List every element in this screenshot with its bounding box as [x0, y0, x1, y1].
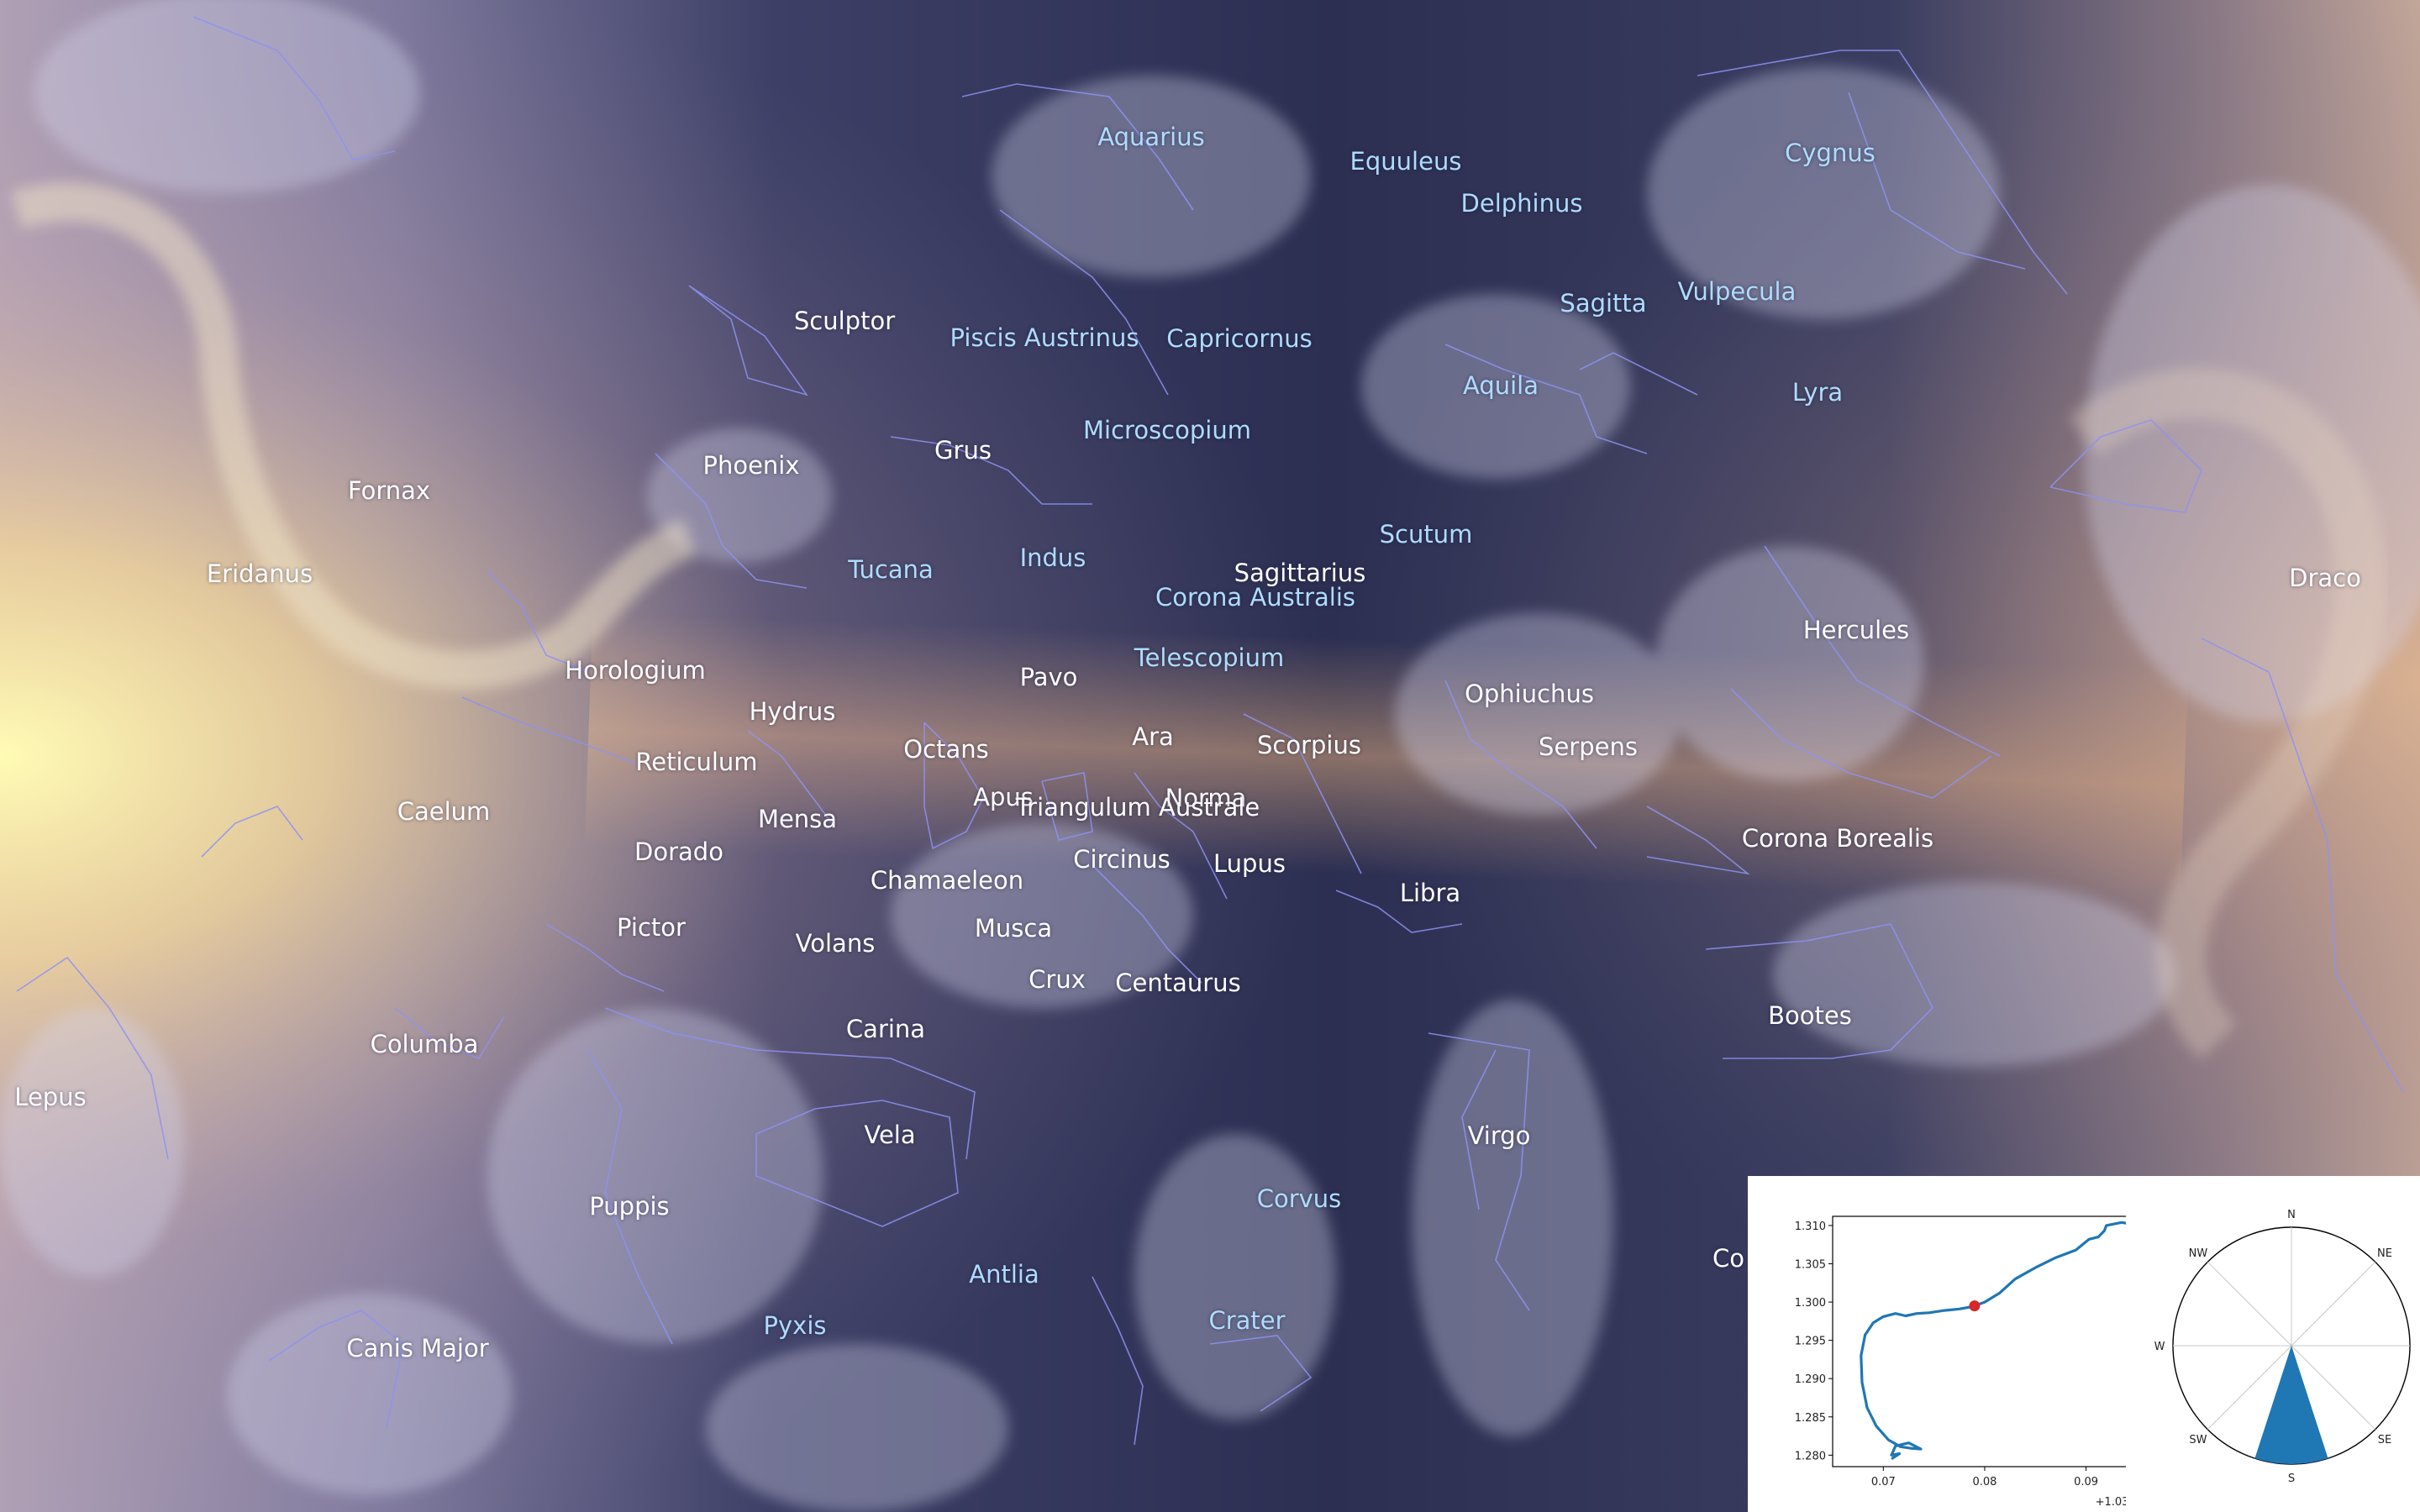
- track-plot-frame: [1832, 1215, 2126, 1467]
- constellation-label-pyxis[interactable]: Pyxis: [763, 1311, 827, 1340]
- constellation-label-sagitta[interactable]: Sagitta: [1560, 289, 1647, 318]
- constellation-label-norma[interactable]: Norma: [1165, 784, 1247, 812]
- constellation-label-cygnus[interactable]: Cygnus: [1785, 139, 1876, 167]
- compass-label-sw: SW: [2189, 1434, 2207, 1446]
- constellation-label-crater[interactable]: Crater: [1208, 1306, 1286, 1335]
- constellation-label-corona-australis[interactable]: Corona Australis: [1155, 583, 1356, 612]
- y-tick-label: 1.285: [1795, 1412, 1826, 1425]
- constellation-label-piscis-austrinus[interactable]: Piscis Austrinus: [950, 323, 1139, 352]
- heading-wedge: [2254, 1346, 2328, 1464]
- constellation-label-phoenix[interactable]: Phoenix: [702, 451, 800, 480]
- compass-label-n: N: [2287, 1209, 2296, 1221]
- constellation-label-centaurus[interactable]: Centaurus: [1115, 969, 1241, 997]
- constellation-label-equuleus[interactable]: Equuleus: [1349, 147, 1462, 176]
- constellation-label-vulpecula[interactable]: Vulpecula: [1677, 277, 1797, 306]
- constellation-label-dorado[interactable]: Dorado: [634, 837, 723, 866]
- constellation-label-libra[interactable]: Libra: [1399, 879, 1461, 907]
- y-tick-label: 1.280: [1795, 1450, 1826, 1462]
- constellation-label-octans[interactable]: Octans: [903, 735, 989, 764]
- constellation-label-serpens[interactable]: Serpens: [1539, 732, 1638, 761]
- constellation-label-musca[interactable]: Musca: [974, 914, 1053, 942]
- constellation-label-carina[interactable]: Carina: [845, 1015, 926, 1043]
- constellation-label-hercules[interactable]: Hercules: [1802, 616, 1910, 644]
- constellation-label-aquila[interactable]: Aquila: [1462, 371, 1539, 400]
- constellation-label-aquarius[interactable]: Aquarius: [1097, 123, 1205, 151]
- constellation-label-antlia[interactable]: Antlia: [969, 1260, 1039, 1289]
- y-tick-label: 1.295: [1795, 1336, 1826, 1348]
- constellation-label-sagittarius[interactable]: Sagittarius: [1234, 559, 1366, 587]
- constellation-label-mensa[interactable]: Mensa: [757, 805, 838, 833]
- compass-label-se: SE: [2378, 1434, 2391, 1446]
- constellation-label-reticulum[interactable]: Reticulum: [635, 748, 758, 776]
- constellation-label-grus[interactable]: Grus: [934, 436, 992, 465]
- constellation-label-co[interactable]: Co: [1712, 1244, 1744, 1273]
- constellation-label-triangulum-australe[interactable]: Triangulum Australe: [1015, 793, 1260, 822]
- constellation-label-corvus[interactable]: Corvus: [1256, 1184, 1342, 1213]
- compass-spoke: [2207, 1345, 2292, 1431]
- track-line: [1860, 1221, 2126, 1460]
- constellation-label-microscopium[interactable]: Microscopium: [1083, 416, 1251, 444]
- constellation-label-sculptor[interactable]: Sculptor: [793, 307, 896, 335]
- constellation-label-bootes[interactable]: Bootes: [1768, 1001, 1852, 1030]
- telemetry-overlay-panel: 1.310 1.305 1.300 1.295 1.290 1.285 1.280 0.07…: [1748, 1176, 2420, 1512]
- heading-compass: NNEESESSWWNW: [2154, 1209, 2420, 1485]
- x-axis-offset-label: +1.038e2: [2096, 1496, 2126, 1509]
- constellation-label-circinus[interactable]: Circinus: [1073, 845, 1171, 874]
- constellation-label-draco[interactable]: Draco: [2289, 564, 2361, 592]
- compass-spoke: [2207, 1261, 2292, 1347]
- constellation-label-scutum[interactable]: Scutum: [1379, 520, 1473, 549]
- constellation-label-ophiuchus[interactable]: Ophiuchus: [1465, 680, 1594, 708]
- constellation-label-canis-major[interactable]: Canis Major: [346, 1334, 489, 1362]
- constellation-label-volans[interactable]: Volans: [795, 929, 876, 958]
- compass-label-w: W: [2154, 1341, 2165, 1353]
- constellation-label-caelum[interactable]: Caelum: [397, 797, 491, 826]
- constellation-label-telescopium[interactable]: Telescopium: [1134, 643, 1285, 672]
- constellation-label-ara[interactable]: Ara: [1132, 722, 1174, 751]
- constellation-label-capricornus[interactable]: Capricornus: [1166, 324, 1313, 353]
- y-tick-label: 1.300: [1795, 1297, 1826, 1310]
- compass-label-s: S: [2288, 1473, 2295, 1485]
- y-tick-label: 1.310: [1795, 1221, 1826, 1233]
- y-tick-label: 1.290: [1795, 1373, 1826, 1386]
- constellation-label-pictor[interactable]: Pictor: [617, 913, 686, 942]
- compass-label-ne: NE: [2377, 1247, 2392, 1260]
- constellation-label-tucana[interactable]: Tucana: [848, 555, 934, 584]
- constellation-label-indus[interactable]: Indus: [1019, 543, 1086, 572]
- constellation-label-puppis[interactable]: Puppis: [589, 1192, 670, 1221]
- constellation-label-eridanus[interactable]: Eridanus: [206, 559, 313, 588]
- y-tick-label: 1.305: [1795, 1259, 1826, 1272]
- constellation-label-fornax[interactable]: Fornax: [347, 476, 431, 505]
- x-tick-label: 0.09: [2074, 1476, 2098, 1488]
- constellation-label-crux[interactable]: Crux: [1028, 965, 1086, 994]
- constellation-label-apus[interactable]: Apus: [973, 783, 1034, 811]
- compass-spoke: [2291, 1261, 2376, 1347]
- constellation-label-vela[interactable]: Vela: [864, 1121, 916, 1149]
- constellation-label-chamaeleon[interactable]: Chamaeleon: [870, 866, 1024, 895]
- constellation-label-lepus[interactable]: Lepus: [14, 1083, 87, 1111]
- constellation-label-corona-borealis[interactable]: Corona Borealis: [1741, 824, 1934, 853]
- constellation-label-virgo[interactable]: Virgo: [1467, 1121, 1531, 1150]
- constellation-label-columba[interactable]: Columba: [370, 1030, 479, 1058]
- constellation-label-horologium[interactable]: Horologium: [565, 656, 706, 685]
- constellation-label-lyra[interactable]: Lyra: [1791, 378, 1844, 407]
- constellation-label-lupus[interactable]: Lupus: [1213, 849, 1286, 878]
- constellation-label-pavo[interactable]: Pavo: [1019, 663, 1078, 691]
- constellation-label-delphinus[interactable]: Delphinus: [1460, 189, 1583, 218]
- gps-track-plot: 1.310 1.305 1.300 1.295 1.290 1.285 1.280 0.07…: [1795, 1215, 2126, 1509]
- constellation-label-scorpius[interactable]: Scorpius: [1257, 731, 1361, 759]
- x-tick-label: 0.08: [1972, 1476, 1996, 1488]
- x-tick-label: 0.07: [1871, 1476, 1896, 1488]
- current-position-marker: [1969, 1300, 1981, 1312]
- constellation-label-hydrus[interactable]: Hydrus: [749, 697, 836, 726]
- compass-spoke: [2291, 1345, 2376, 1431]
- compass-label-nw: NW: [2189, 1247, 2208, 1260]
